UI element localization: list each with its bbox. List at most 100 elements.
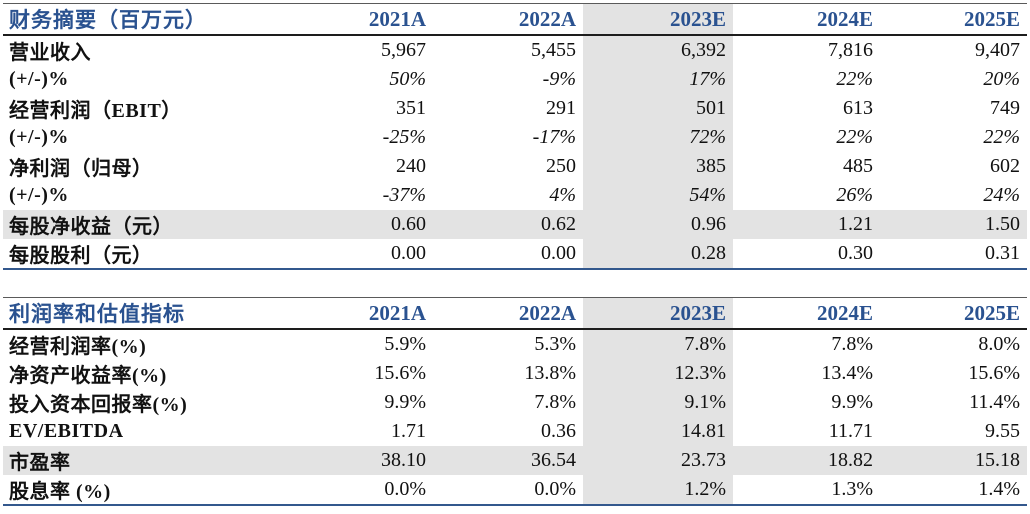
row-label: EV/EBITDA <box>9 420 124 442</box>
cell-value: 8.0% <box>978 333 1020 355</box>
cell-value: 22% <box>836 68 873 90</box>
cell-value: 12.3% <box>583 359 733 388</box>
cell-value: 5.9% <box>384 333 426 355</box>
cell-value: 9.9% <box>384 391 426 413</box>
cell-value: 602 <box>990 155 1020 177</box>
cell-value: 24% <box>983 184 1020 206</box>
column-header-2025e: 2025E <box>880 3 1027 36</box>
cell-value: 1.2% <box>583 475 733 505</box>
cell-value: 20% <box>983 68 1020 90</box>
row-label: 市盈率 <box>3 446 283 475</box>
cell-value: 23.73 <box>583 446 733 475</box>
table-row: (+/-)% -37% 4% 54% 26% 24% <box>3 181 1027 210</box>
row-label: 每股股利（元） <box>9 245 153 267</box>
table-title: 利润率和估值指标 <box>3 297 283 330</box>
cell-value: 15.6% <box>968 362 1020 384</box>
table-row: 每股股利（元） 0.00 0.00 0.28 0.30 0.31 <box>3 239 1027 269</box>
row-label: 每股净收益（元） <box>3 210 283 239</box>
cell-value: 13.8% <box>524 362 576 384</box>
row-label: (+/-)% <box>9 184 69 206</box>
cell-value: 9.55 <box>985 420 1020 442</box>
cell-value: 38.10 <box>283 446 433 475</box>
row-label: (+/-)% <box>9 68 69 90</box>
row-label: 股息率 (%) <box>9 481 111 503</box>
table-row: 每股净收益（元） 0.60 0.62 0.96 1.21 1.50 <box>3 210 1027 239</box>
cell-value: 0.28 <box>583 239 733 269</box>
column-header-2023e: 2023E <box>583 297 733 330</box>
table-row: 净利润（归母） 240 250 385 485 602 <box>3 152 1027 181</box>
cell-value: 5.3% <box>534 333 576 355</box>
column-header-2025e: 2025E <box>880 297 1027 330</box>
cell-value: 17% <box>583 65 733 94</box>
cell-value: -37% <box>382 184 426 206</box>
column-header-2024e: 2024E <box>733 3 880 36</box>
table-row: 净资产收益率(%) 15.6% 13.8% 12.3% 13.4% 15.6% <box>3 359 1027 388</box>
row-label: 净资产收益率(%) <box>9 365 167 387</box>
cell-value: 7.8% <box>583 329 733 359</box>
cell-value: 11.71 <box>828 420 873 442</box>
cell-value: 9.1% <box>583 388 733 417</box>
cell-value: 7.8% <box>534 391 576 413</box>
column-header-2021a: 2021A <box>283 3 433 36</box>
column-header-2022a: 2022A <box>433 297 583 330</box>
cell-value: 0.00 <box>541 242 576 264</box>
financial-summary-table: 财务摘要（百万元） 2021A 2022A 2023E 2024E 2025E 营业收入 5,… <box>3 3 1027 270</box>
row-label: 经营利润（EBIT） <box>9 100 182 122</box>
cell-value: 0.36 <box>541 420 576 442</box>
cell-value: 6,392 <box>583 35 733 65</box>
cell-value: 72% <box>583 123 733 152</box>
cell-value: 385 <box>583 152 733 181</box>
cell-value: 13.4% <box>821 362 873 384</box>
cell-value: -25% <box>382 126 426 148</box>
cell-value: 7,816 <box>828 39 873 61</box>
cell-value: 1.3% <box>831 478 873 500</box>
cell-value: 14.81 <box>583 417 733 446</box>
row-label: (+/-)% <box>9 126 69 148</box>
cell-value: 36.54 <box>433 446 583 475</box>
cell-value: 22% <box>836 126 873 148</box>
cell-value: 15.6% <box>374 362 426 384</box>
table-row: 市盈率 38.10 36.54 23.73 18.82 15.18 <box>3 446 1027 475</box>
cell-value: 0.30 <box>838 242 873 264</box>
table-row: 投入资本回报率(%) 9.9% 7.8% 9.1% 9.9% 11.4% <box>3 388 1027 417</box>
cell-value: 0.0% <box>384 478 426 500</box>
cell-value: 0.00 <box>391 242 426 264</box>
cell-value: 54% <box>583 181 733 210</box>
cell-value: 11.4% <box>969 391 1020 413</box>
table-row: EV/EBITDA 1.71 0.36 14.81 11.71 9.55 <box>3 417 1027 446</box>
cell-value: 749 <box>990 97 1020 119</box>
column-header-2024e: 2024E <box>733 297 880 330</box>
cell-value: 9.9% <box>831 391 873 413</box>
cell-value: 15.18 <box>880 446 1027 475</box>
table-row: (+/-)% -25% -17% 72% 22% 22% <box>3 123 1027 152</box>
cell-value: 250 <box>546 155 576 177</box>
cell-value: 18.82 <box>733 446 880 475</box>
cell-value: 0.0% <box>534 478 576 500</box>
row-label: 营业收入 <box>9 42 91 64</box>
table-row: 经营利润率(%) 5.9% 5.3% 7.8% 7.8% 8.0% <box>3 329 1027 359</box>
cell-value: 26% <box>836 184 873 206</box>
cell-value: 5,967 <box>381 39 426 61</box>
table-row: 经营利润（EBIT） 351 291 501 613 749 <box>3 94 1027 123</box>
cell-value: 501 <box>583 94 733 123</box>
cell-value: 1.71 <box>391 420 426 442</box>
header-row: 财务摘要（百万元） 2021A 2022A 2023E 2024E 2025E <box>3 3 1027 36</box>
cell-value: 351 <box>396 97 426 119</box>
cell-value: 9,407 <box>975 39 1020 61</box>
cell-value: 0.60 <box>283 210 433 239</box>
cell-value: 0.96 <box>583 210 733 239</box>
table-row: 股息率 (%) 0.0% 0.0% 1.2% 1.3% 1.4% <box>3 475 1027 505</box>
valuation-metrics-table: 利润率和估值指标 2021A 2022A 2023E 2024E 2025E 经营利润率(%… <box>3 297 1027 506</box>
cell-value: -9% <box>542 68 576 90</box>
column-header-2023e: 2023E <box>583 3 733 36</box>
cell-value: 1.50 <box>880 210 1027 239</box>
cell-value: 240 <box>396 155 426 177</box>
table-row: 营业收入 5,967 5,455 6,392 7,816 9,407 <box>3 35 1027 65</box>
cell-value: 5,455 <box>531 39 576 61</box>
row-label: 投入资本回报率(%) <box>9 394 188 416</box>
cell-value: 1.21 <box>733 210 880 239</box>
row-label: 经营利润率(%) <box>9 336 147 358</box>
cell-value: 50% <box>389 68 426 90</box>
cell-value: 7.8% <box>831 333 873 355</box>
